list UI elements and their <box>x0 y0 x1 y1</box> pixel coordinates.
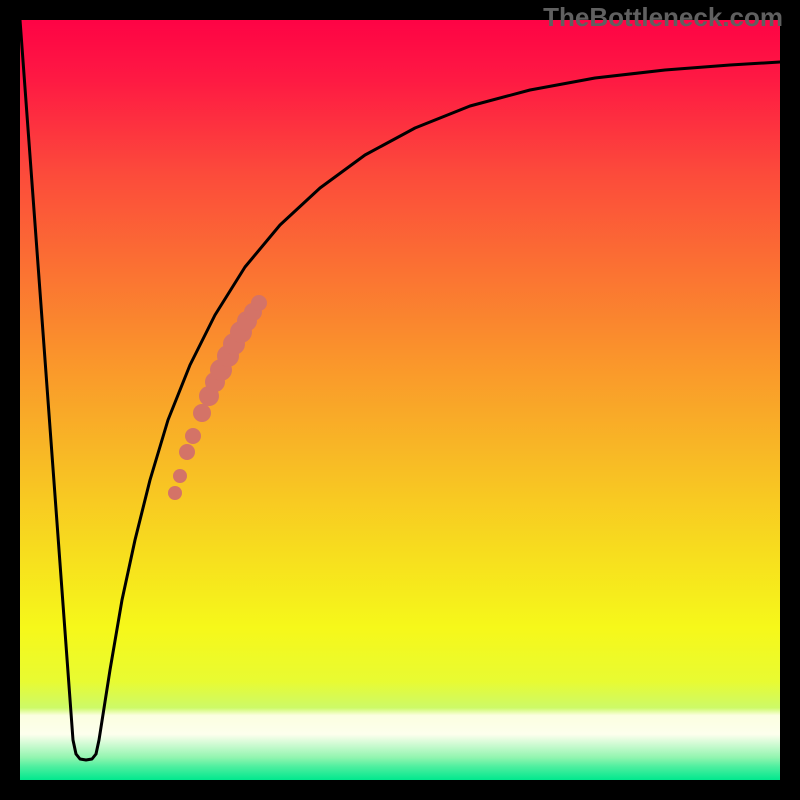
data-marker <box>168 486 182 500</box>
watermark-text: TheBottleneck.com <box>543 2 783 33</box>
chart-background <box>20 20 780 780</box>
data-marker <box>185 428 201 444</box>
data-marker <box>251 295 267 311</box>
data-marker <box>179 444 195 460</box>
data-marker <box>193 404 211 422</box>
chart-svg <box>20 20 780 780</box>
data-marker <box>173 469 187 483</box>
plot-area <box>20 20 780 780</box>
chart-container: TheBottleneck.com <box>0 0 800 800</box>
